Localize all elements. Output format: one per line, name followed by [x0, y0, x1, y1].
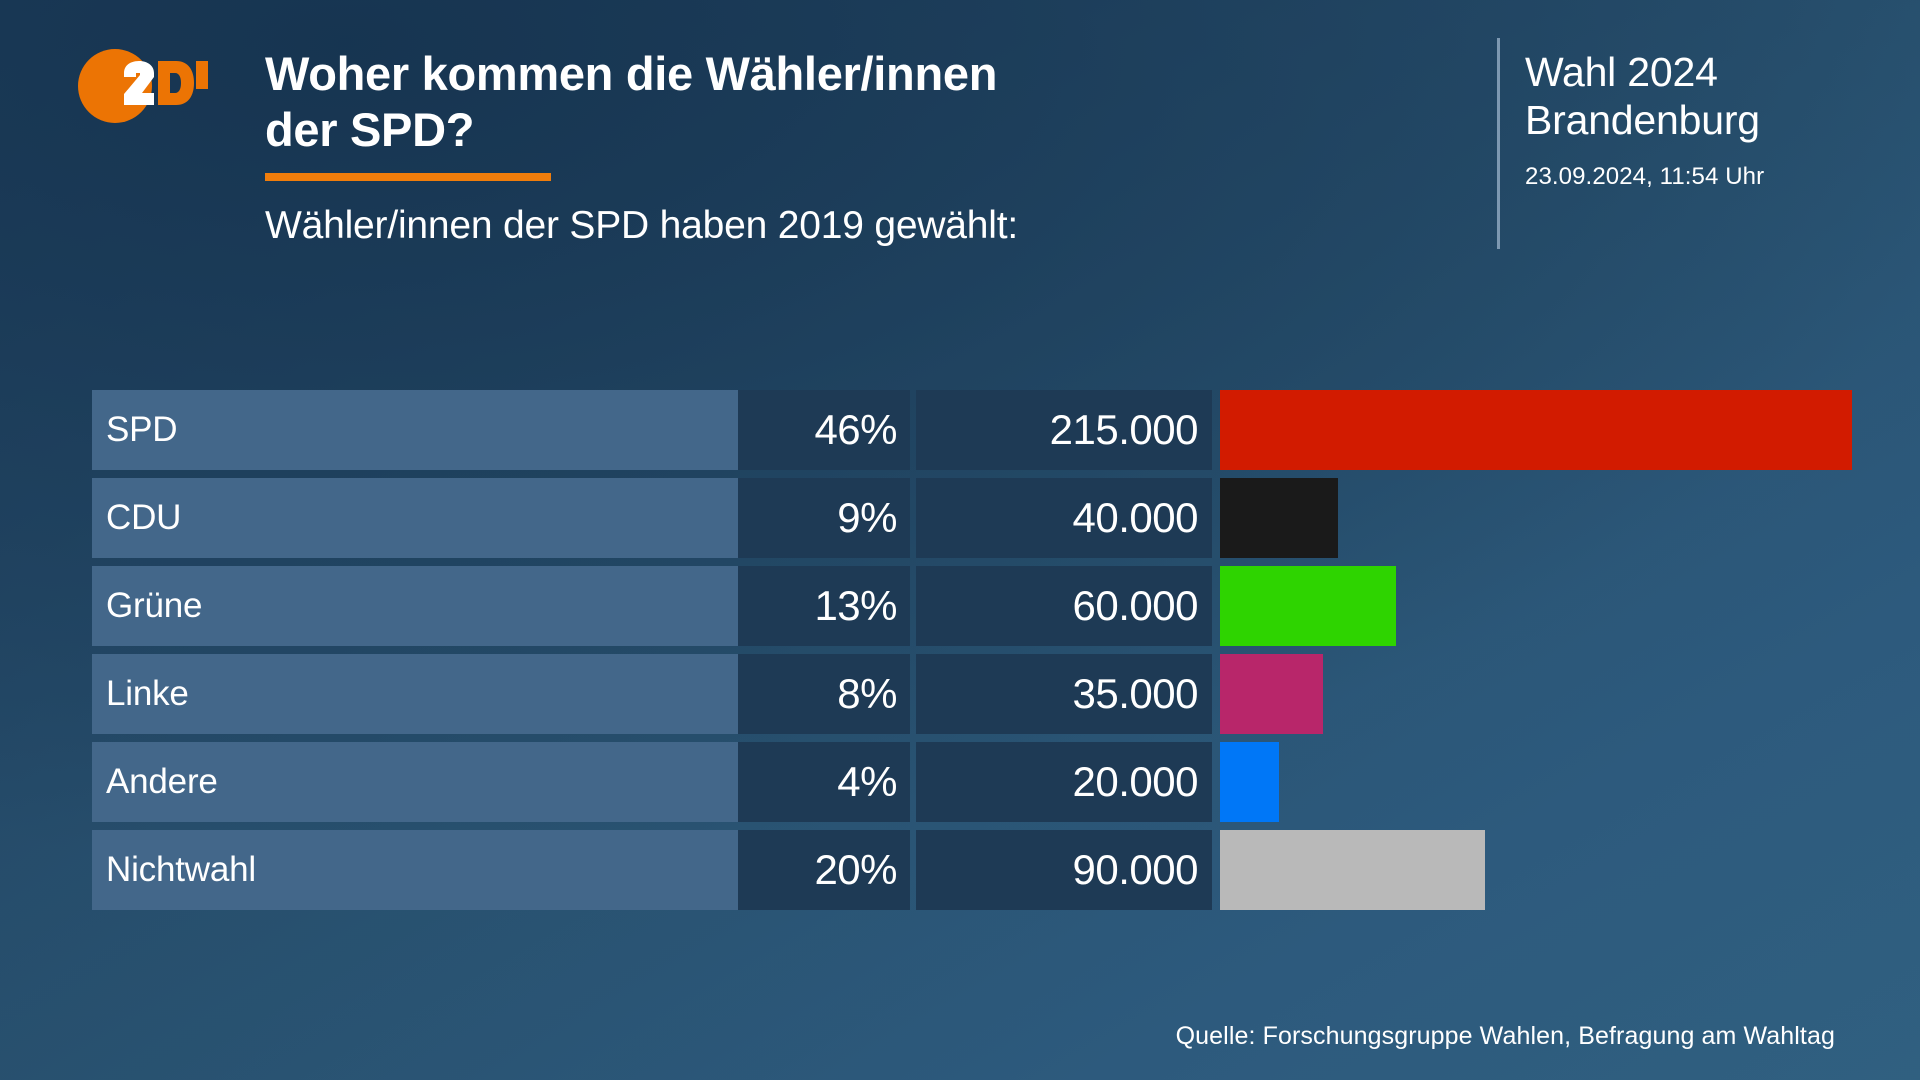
- header: Woher kommen die Wähler/innen der SPD? W…: [0, 0, 1920, 292]
- chart-row-label-cell: Nichtwahl: [92, 830, 738, 910]
- chart-row-bar: [1220, 566, 1397, 646]
- chart-row-bar-track: [1220, 566, 1852, 646]
- chart-row-bar: [1220, 654, 1323, 734]
- election-info: Wahl 2024 Brandenburg 23.09.2024, 11:54 …: [1525, 48, 1905, 192]
- chart-row-percent-cell: 9%: [738, 478, 910, 558]
- chart-row-percent-cell: 46%: [738, 390, 910, 470]
- zdf-logo: [78, 47, 208, 125]
- chart-row-count: 90.000: [1072, 846, 1199, 893]
- chart-row-label: SPD: [106, 410, 178, 449]
- election-title: Wahl 2024 Brandenburg: [1525, 49, 1760, 143]
- chart-row-bar: [1220, 742, 1279, 822]
- chart-row-percent: 20%: [814, 846, 897, 893]
- chart-row-percent: 13%: [814, 582, 897, 629]
- chart-row-count: 35.000: [1072, 670, 1199, 717]
- header-divider: [1497, 38, 1500, 249]
- chart-row-label-cell: Linke: [92, 654, 738, 734]
- chart-row-bar: [1220, 830, 1485, 910]
- chart-row-label: Andere: [106, 762, 218, 801]
- chart-row-percent-cell: 13%: [738, 566, 910, 646]
- chart-row-count-cell: 60.000: [916, 566, 1212, 646]
- chart-row-percent: 46%: [814, 406, 897, 453]
- chart-row-label-cell: Grüne: [92, 566, 738, 646]
- chart-row-count: 20.000: [1072, 758, 1199, 805]
- chart-row-count: 215.000: [1049, 406, 1199, 453]
- chart-row: Nichtwahl 20% 90.000: [92, 830, 1852, 910]
- chart-row-percent: 9%: [837, 494, 897, 541]
- chart-row-label-cell: Andere: [92, 742, 738, 822]
- chart-row-percent-cell: 20%: [738, 830, 910, 910]
- chart-row-label-cell: CDU: [92, 478, 738, 558]
- chart-row-percent: 8%: [837, 670, 897, 717]
- chart-row: SPD 46% 215.000: [92, 390, 1852, 470]
- chart-row-percent-cell: 4%: [738, 742, 910, 822]
- source-note: Quelle: Forschungsgruppe Wahlen, Befragu…: [1175, 1022, 1835, 1050]
- election-timestamp: 23.09.2024, 11:54 Uhr: [1525, 163, 1765, 190]
- chart-row-percent-cell: 8%: [738, 654, 910, 734]
- chart-row-bar-track: [1220, 830, 1852, 910]
- chart-row-label-cell: SPD: [92, 390, 738, 470]
- chart-row-bar-track: [1220, 742, 1852, 822]
- chart-row-percent: 4%: [837, 758, 897, 805]
- chart-row-label: Nichtwahl: [106, 850, 256, 889]
- chart-row: Andere 4% 20.000: [92, 742, 1852, 822]
- title-accent-rule: [265, 173, 551, 181]
- chart-row-bar-track: [1220, 654, 1852, 734]
- chart-row-label: CDU: [106, 498, 182, 537]
- chart-row-count: 40.000: [1072, 494, 1199, 541]
- chart-row-count-cell: 215.000: [916, 390, 1212, 470]
- chart-row-bar: [1220, 478, 1338, 558]
- chart-row: CDU 9% 40.000: [92, 478, 1852, 558]
- chart-row: Linke 8% 35.000: [92, 654, 1852, 734]
- chart-row-count-cell: 40.000: [916, 478, 1212, 558]
- chart-row-bar-track: [1220, 390, 1852, 470]
- chart-row-count-cell: 35.000: [916, 654, 1212, 734]
- chart-row-label: Linke: [106, 674, 189, 713]
- title-block: Woher kommen die Wähler/innen der SPD? W…: [265, 46, 1465, 249]
- chart-row-count-cell: 90.000: [916, 830, 1212, 910]
- chart-row-count: 60.000: [1072, 582, 1199, 629]
- page-subtitle: Wähler/innen der SPD haben 2019 gewählt:: [265, 204, 1018, 247]
- chart-row: Grüne 13% 60.000: [92, 566, 1852, 646]
- chart-row-label: Grüne: [106, 586, 203, 625]
- zdf-logo-wordmark: [124, 61, 208, 105]
- chart-row-count-cell: 20.000: [916, 742, 1212, 822]
- chart-row-bar: [1220, 390, 1852, 470]
- chart-row-bar-track: [1220, 478, 1852, 558]
- voter-migration-chart: SPD 46% 215.000 CDU 9% 40.000 Grüne 13% 60.000 Li…: [92, 390, 1852, 918]
- page-title: Woher kommen die Wähler/innen der SPD?: [265, 47, 998, 156]
